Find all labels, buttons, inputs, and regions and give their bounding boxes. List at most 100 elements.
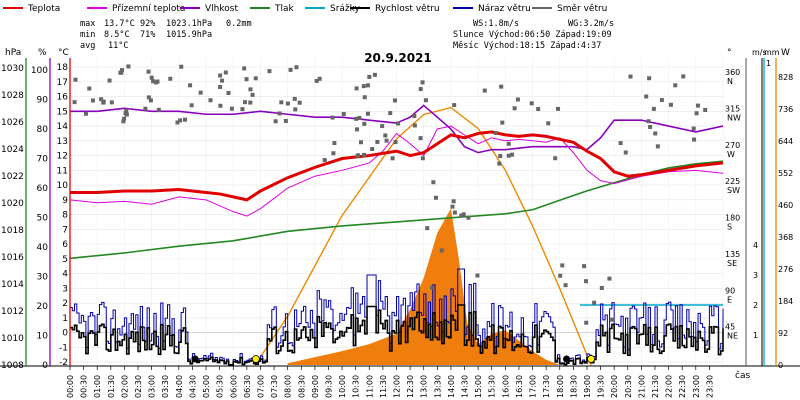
tick-label-humidity: 50: [37, 214, 49, 224]
series-wind-direction-point: [529, 101, 534, 106]
tick-label-time: 13:00: [420, 375, 429, 398]
series-wind-direction-point: [431, 180, 436, 185]
series-wind-direction-point: [356, 153, 361, 158]
series-wind-direction-point: [118, 70, 123, 75]
stat-avg-temp: 11°C: [108, 41, 128, 51]
moonrise-marker: [563, 355, 571, 363]
legend-label: Srážky: [330, 4, 361, 14]
series-wind-direction-point: [493, 131, 498, 136]
series-wind-direction-point: [156, 107, 161, 112]
tick-label-time: 15:30: [488, 375, 497, 398]
series-wind-direction-point: [418, 136, 423, 141]
tick-label-solar: 92: [778, 329, 788, 338]
series-solar-theoretical: [254, 106, 592, 366]
tick-label-direction-name: S: [727, 223, 732, 232]
axis-label-time: čas: [735, 370, 750, 381]
series-wind-direction-point: [370, 147, 375, 152]
series-wind-direction-point: [618, 141, 623, 146]
tick-label-time: 08:00: [284, 375, 293, 398]
series-wind-direction-point: [143, 106, 148, 111]
series-wind-direction-point: [703, 107, 708, 112]
legend-label: Směr větru: [557, 4, 607, 14]
series-wind-direction-point: [240, 107, 245, 112]
stat-min-pressure: 1015.9hPa: [166, 30, 212, 40]
series-wind-direction-point: [584, 320, 589, 325]
stat-wind-speed: WS:1.8m/s: [473, 19, 519, 29]
tick-label-time: 06:30: [243, 375, 252, 398]
series-wind-direction-point: [248, 87, 253, 92]
series-wind-direction-point: [168, 76, 173, 81]
series-wind-direction-point: [107, 78, 112, 83]
series-wind-direction-point: [592, 300, 597, 305]
series-wind-direction-point: [648, 124, 653, 129]
plot-area: 20.9.2021: [69, 51, 724, 366]
tick-label-wind: 3: [753, 271, 758, 280]
tick-label-time: 23:00: [692, 375, 701, 398]
series-wind-direction-point: [322, 158, 327, 163]
series-wind-direction-point: [500, 120, 505, 125]
tick-label-temperature: 17: [57, 78, 68, 88]
series-wind-direction-point: [668, 102, 673, 107]
tick-label-direction: 180: [725, 214, 740, 223]
legend-label: Tlak: [274, 4, 295, 14]
series-wind-direction-point: [450, 204, 455, 209]
axis-label-solar: W: [781, 48, 790, 58]
series-wind-direction-point: [362, 95, 367, 100]
series-wind-direction-point: [433, 195, 438, 200]
series-wind-direction-point: [647, 76, 652, 81]
series-wind-direction-point: [388, 111, 393, 116]
series-wind-direction-point: [451, 199, 456, 204]
tick-label-time: 12:30: [406, 375, 415, 398]
series-wind-direction-point: [188, 83, 193, 88]
series-wind-direction-point: [179, 64, 184, 69]
sunset-marker: [587, 355, 595, 363]
tick-label-time: 21:30: [651, 375, 660, 398]
series-wind-direction-point: [506, 153, 511, 158]
tick-label-pressure: 1028: [1, 91, 24, 101]
tick-label-solar: 552: [778, 169, 793, 178]
tick-label-solar: 644: [778, 137, 793, 146]
tick-label-time: 01:30: [107, 375, 116, 398]
series-wind-direction-point: [151, 79, 156, 84]
tick-label-direction-name: SE: [727, 259, 737, 268]
tick-label-direction: 135: [725, 250, 740, 259]
tick-label-time: 07:00: [256, 375, 265, 398]
series-wind-direction-point: [390, 156, 395, 161]
tick-label-direction-name: SW: [727, 186, 740, 195]
tick-label-time: 19:30: [597, 375, 606, 398]
tick-label-time: 11:30: [379, 375, 388, 398]
tick-label-temperature: 4: [62, 270, 68, 280]
series-wind-direction-point: [149, 75, 154, 80]
series-wind-direction-point: [250, 92, 255, 97]
tick-label-solar: 276: [778, 265, 793, 274]
tick-label-temperature: 15: [57, 107, 68, 117]
tick-label-time: 21:00: [637, 375, 646, 398]
series-wind-direction-point: [461, 212, 466, 217]
series-wind-direction-point: [292, 96, 297, 101]
series-wind-direction-point: [512, 106, 517, 111]
series-wind-direction-point: [175, 120, 180, 125]
tick-label-time: 12:00: [393, 375, 402, 398]
stat-min-humidity: 71%: [140, 30, 155, 40]
series-wind-direction-point: [582, 264, 587, 269]
tick-label-temperature: 7: [62, 225, 68, 235]
series-wind-direction-point: [198, 90, 203, 95]
series-wind-direction-point: [692, 137, 697, 142]
tick-label-pressure: 1030: [1, 64, 24, 74]
tick-label-time: 03:00: [148, 375, 157, 398]
series-wind-direction-point: [223, 70, 228, 75]
tick-label-time: 10:00: [338, 375, 347, 398]
tick-label-time: 16:00: [501, 375, 510, 398]
series-wind-direction-point: [126, 64, 131, 69]
tick-label-time: 15:00: [474, 375, 483, 398]
series-wind-direction-point: [694, 111, 699, 116]
tick-label-time: 17:30: [542, 375, 551, 398]
tick-label-temperature: 5: [62, 255, 68, 265]
moonset-marker: [191, 355, 199, 363]
series-solar-measured: [287, 208, 560, 365]
series-wind-direction-point: [314, 78, 319, 83]
tick-label-time: 03:30: [161, 375, 170, 398]
tick-label-solar: 736: [778, 105, 793, 114]
series-wind-direction-point: [218, 103, 223, 108]
tick-label-temperature: 16: [57, 93, 69, 103]
